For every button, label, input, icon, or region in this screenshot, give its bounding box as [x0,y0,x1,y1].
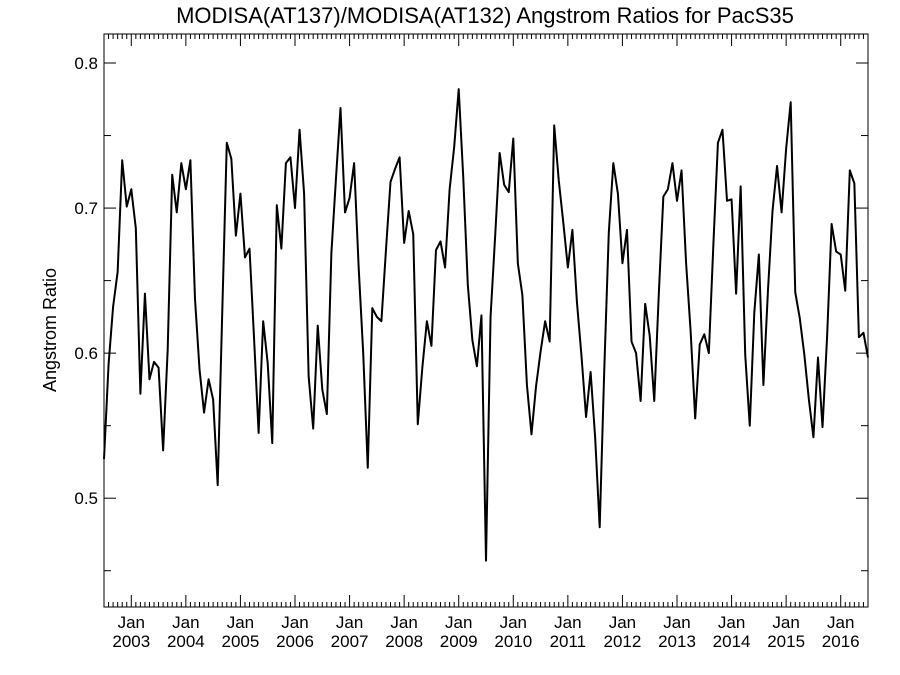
x-tick-label-month: Jan [227,613,254,632]
x-tick-label-year: 2007 [331,632,369,651]
x-tick-label-month: Jan [718,613,745,632]
x-tick-label-month: Jan [445,613,472,632]
y-tick-label: 0.6 [74,344,98,363]
x-tick-label-month: Jan [390,613,417,632]
y-tick-label: 0.8 [74,54,98,73]
x-tick-label-month: Jan [281,613,308,632]
x-tick-label-month: Jan [336,613,363,632]
x-tick-label-year: 2005 [222,632,260,651]
x-tick-label-year: 2009 [440,632,478,651]
x-tick-label-year: 2013 [658,632,696,651]
x-tick-label-month: Jan [172,613,199,632]
chart-title: MODISA(AT137)/MODISA(AT132) Angstrom Rat… [176,3,794,28]
x-tick-label-year: 2014 [713,632,751,651]
x-tick-label-year: 2015 [767,632,805,651]
y-axis-label: Angstrom Ratio [40,268,60,392]
x-tick-label-month: Jan [827,613,854,632]
y-ticks: 0.5 0.6 0.7 0.8 [74,54,868,571]
x-tick-label-year: 2006 [276,632,314,651]
x-tick-label-year: 2016 [822,632,860,651]
x-tick-label-month: Jan [118,613,145,632]
x-tick-label-year: 2008 [385,632,423,651]
y-tick-label: 0.7 [74,199,98,218]
series-line [104,89,868,560]
x-tick-label-year: 2010 [494,632,532,651]
x-tick-label-month: Jan [772,613,799,632]
x-tick-label-year: 2004 [167,632,205,651]
x-tick-label-month: Jan [554,613,581,632]
x-tick-label-year: 2011 [550,632,587,651]
x-tick-label-month: Jan [609,613,636,632]
x-tick-label-year: 2012 [604,632,642,651]
y-tick-label: 0.5 [74,489,98,508]
x-tick-label-month: Jan [500,613,527,632]
x-tick-label-month: Jan [663,613,690,632]
x-tick-label-year: 2003 [112,632,150,651]
